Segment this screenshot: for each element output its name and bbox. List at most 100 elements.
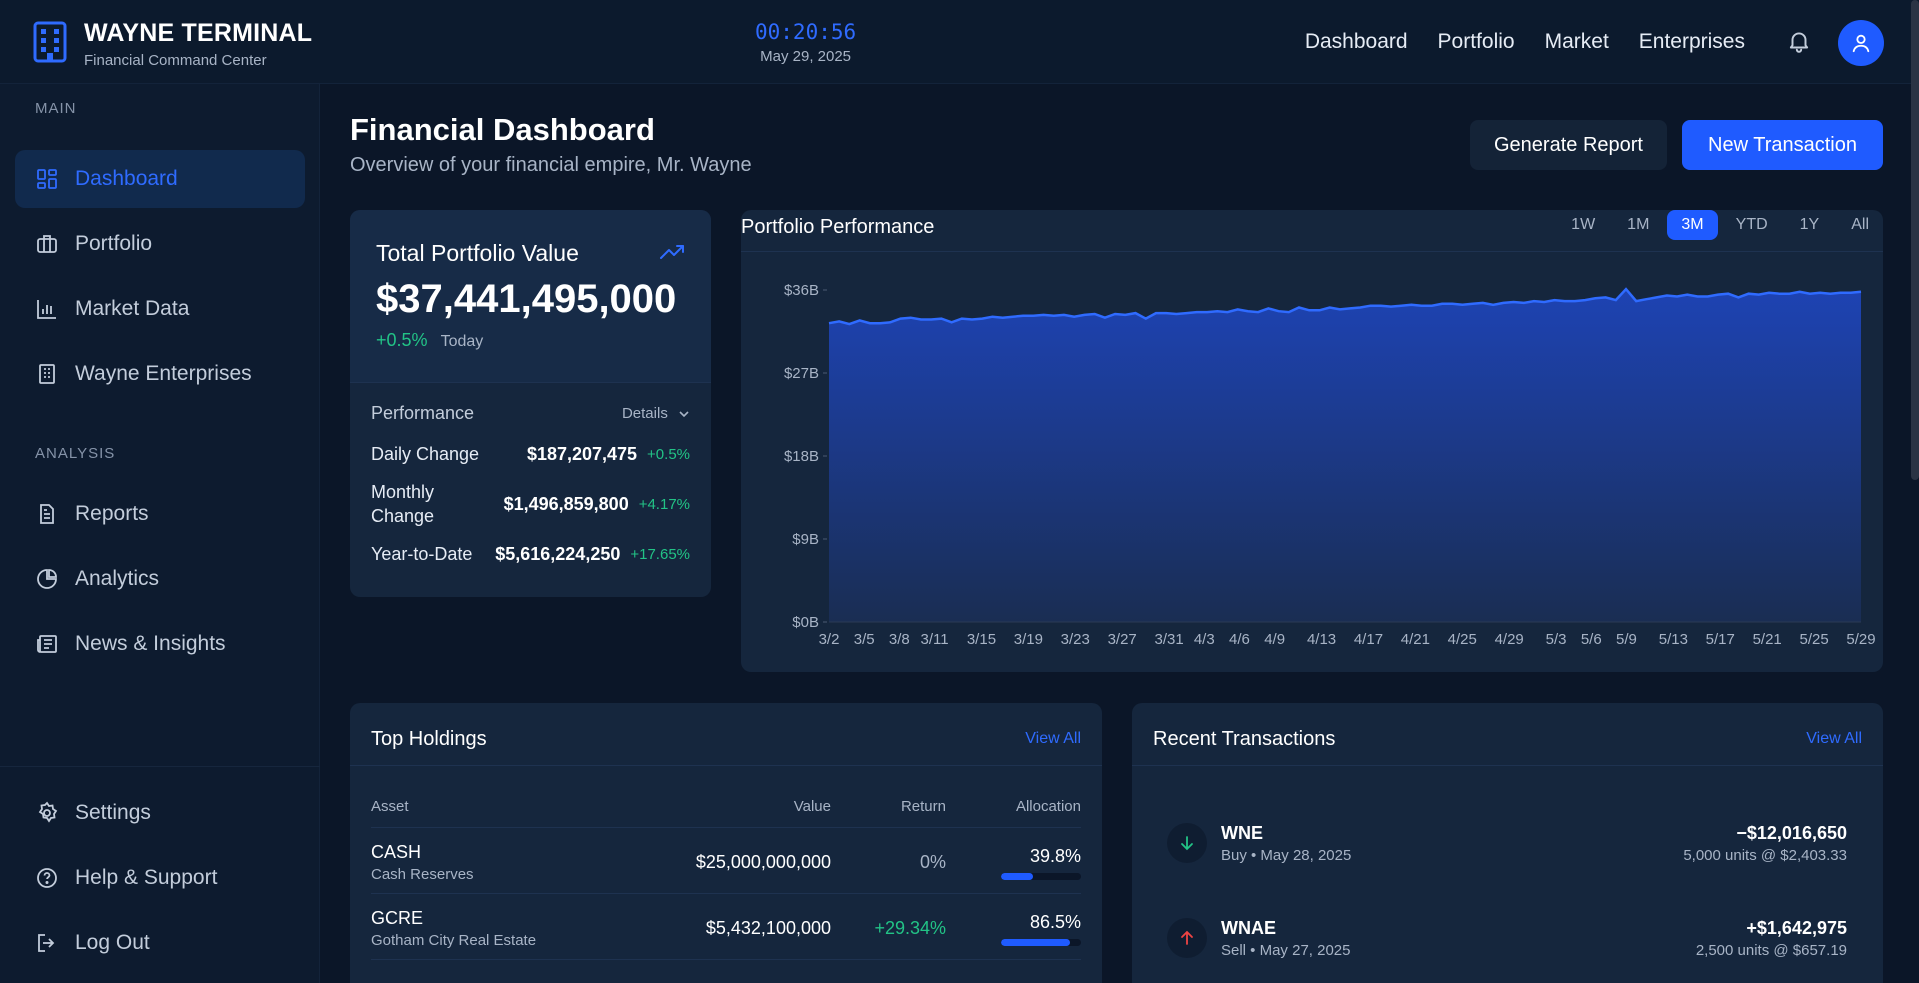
top-nav: Dashboard Portfolio Market Enterprises	[1305, 30, 1745, 54]
performance-panel: Performance Details Daily Change $187,20…	[350, 382, 711, 597]
x-tick-label: 3/2	[819, 631, 840, 648]
logout-icon	[38, 934, 55, 952]
range-tab-1m[interactable]: 1M	[1627, 216, 1650, 233]
sidebar-item-wayne-enterprises[interactable]: Wayne Enterprises	[15, 345, 305, 403]
range-tab-1w[interactable]: 1W	[1571, 216, 1596, 233]
page-subtitle: Overview of your financial empire, Mr. W…	[350, 154, 752, 176]
topnav-portfolio[interactable]: Portfolio	[1437, 30, 1515, 53]
x-tick-label: 4/29	[1495, 631, 1524, 648]
building-icon	[39, 364, 55, 384]
range-tab-ytd[interactable]: YTD	[1735, 216, 1768, 233]
transaction-item[interactable]: WNAE Sell • May 27, 2025 +$1,642,975 2,5…	[1167, 908, 1847, 968]
col-asset[interactable]: Asset	[371, 798, 631, 828]
topnav-dashboard[interactable]: Dashboard	[1304, 30, 1408, 53]
clock-time: 00:20:56	[755, 20, 857, 44]
user-avatar[interactable]	[1838, 20, 1884, 66]
generate-report-button[interactable]: Generate Report	[1470, 120, 1667, 170]
asset-value: $5,432,100,000	[631, 893, 831, 960]
x-tick-label: 5/29	[1846, 631, 1875, 648]
col-value[interactable]: Value	[631, 798, 831, 828]
range-tab-all[interactable]: All	[1851, 216, 1869, 233]
range-tab-1y[interactable]: 1Y	[1799, 216, 1820, 233]
x-tick-label: 4/21	[1401, 631, 1430, 648]
topnav-market[interactable]: Market	[1544, 30, 1609, 53]
perf-row-pct: +17.65%	[630, 545, 690, 563]
sidebar-item-label: Settings	[75, 801, 151, 824]
page-scrollbar[interactable]	[1911, 0, 1919, 480]
sidebar-item-portfolio[interactable]: Portfolio	[15, 215, 305, 273]
sidebar-item-settings[interactable]: Settings	[15, 784, 305, 842]
sidebar-item-label: Analytics	[75, 567, 160, 590]
bar-chart-icon	[37, 300, 56, 319]
sidebar-item-help[interactable]: Help & Support	[15, 849, 305, 907]
sidebar-divider	[0, 766, 320, 767]
bell-icon[interactable]	[1786, 28, 1812, 54]
brand[interactable]: WAYNE TERMINAL Financial Command Center	[30, 20, 312, 69]
portfolio-value: $37,441,495,000	[376, 277, 677, 321]
x-tick-label: 5/13	[1659, 631, 1688, 648]
table-row[interactable]: GCRE Gotham City Real Estate $5,432,100,…	[371, 893, 1081, 960]
range-tabs: 1W 1M 3M YTD 1Y All	[1557, 210, 1883, 240]
sidebar-item-dashboard[interactable]: Dashboard	[15, 150, 305, 208]
asset-allocation: 39.8%	[1029, 845, 1081, 866]
y-tick-label: $27B	[784, 365, 819, 382]
x-tick-label: 5/21	[1753, 631, 1782, 648]
document-icon	[40, 504, 54, 524]
sidebar-item-label: Wayne Enterprises	[75, 362, 252, 385]
sidebar-item-market-data[interactable]: Market Data	[15, 280, 305, 338]
perf-row-label: Daily Change	[371, 444, 480, 464]
newspaper-icon	[37, 635, 57, 653]
sidebar-section-analysis: ANALYSIS	[35, 445, 116, 462]
y-tick-label: $36B	[784, 282, 819, 299]
perf-row-value: $5,616,224,250	[495, 543, 621, 564]
asset-name: Gotham City Real Estate	[371, 932, 537, 949]
allocation-bar-fill	[1001, 872, 1033, 880]
sidebar-item-analytics[interactable]: Analytics	[15, 550, 305, 608]
portfolio-value-card: Total Portfolio Value $37,441,495,000 +0…	[350, 210, 711, 597]
sidebar-item-label: Help & Support	[75, 866, 218, 889]
transaction-meta: Buy • May 28, 2025	[1221, 846, 1352, 864]
chart-area	[829, 289, 1861, 622]
perf-row-label: Monthly Change	[371, 482, 435, 526]
perf-row-label: Year-to-Date	[371, 544, 473, 564]
sidebar-item-reports[interactable]: Reports	[15, 485, 305, 543]
holdings-view-all-link[interactable]: View All	[1025, 730, 1081, 747]
asset-allocation: 86.5%	[1029, 911, 1081, 932]
allocation-bar	[1001, 938, 1081, 946]
topnav-enterprises[interactable]: Enterprises	[1638, 30, 1745, 53]
asset-ticker: CASH	[371, 842, 422, 862]
portfolio-value-label: Total Portfolio Value	[376, 240, 579, 266]
clock: 00:20:56 May 29, 2025	[755, 20, 856, 65]
transactions-title: Recent Transactions	[1153, 728, 1336, 750]
x-tick-label: 4/13	[1307, 631, 1336, 648]
performance-label: Performance	[371, 403, 475, 423]
perf-row-daily: Daily Change $187,207,475 +0.5%	[371, 442, 690, 466]
chart-series-line	[828, 287, 1862, 326]
table-row[interactable]: CASH Cash Reserves $25,000,000,000 0% 39…	[371, 827, 1081, 894]
details-toggle[interactable]: Details	[622, 405, 690, 422]
new-transaction-button[interactable]: New Transaction	[1682, 120, 1883, 170]
transaction-ticker: WNAE	[1221, 917, 1276, 938]
top-bar: WAYNE TERMINAL Financial Command Center …	[0, 0, 1919, 84]
col-allocation[interactable]: Allocation	[946, 798, 1081, 828]
portfolio-change-period: Today	[440, 333, 484, 350]
arrow-up-icon	[1167, 918, 1207, 958]
perf-row-value: $187,207,475	[526, 443, 638, 464]
y-tick-label: $9B	[792, 531, 819, 548]
x-tick-label: 3/5	[854, 631, 875, 648]
x-tick-label: 3/19	[1014, 631, 1043, 648]
sidebar-item-news[interactable]: News & Insights	[15, 615, 305, 673]
transactions-view-all-link[interactable]: View All	[1806, 730, 1862, 747]
recent-transactions-card: Recent Transactions View All WNE Buy • M…	[1132, 703, 1883, 983]
transaction-ticker: WNE	[1221, 822, 1263, 843]
transaction-item[interactable]: WNE Buy • May 28, 2025 −$12,016,650 5,00…	[1167, 813, 1847, 873]
sidebar-item-logout[interactable]: Log Out	[15, 914, 305, 972]
performance-chart[interactable]: $0B $9B $18B $27B $36B 3/2 3/5 3/8 3/11 3/15 3/19 3…	[741, 252, 1883, 672]
page-title: Financial Dashboard	[350, 112, 655, 147]
y-tick-label: $18B	[784, 448, 819, 465]
col-return[interactable]: Return	[831, 798, 946, 828]
transaction-amount: +$1,642,975	[1746, 917, 1847, 938]
chevron-down-icon	[679, 411, 689, 418]
range-tab-3m[interactable]: 3M	[1667, 210, 1718, 240]
gear-icon	[38, 801, 58, 823]
